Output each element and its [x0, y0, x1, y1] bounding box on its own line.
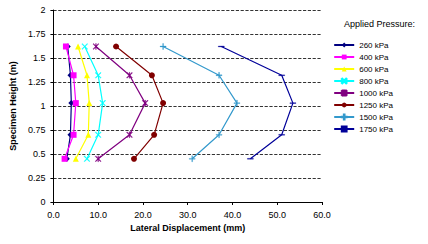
svg-text:1750 kPa: 1750 kPa: [359, 125, 393, 134]
svg-text:2: 2: [40, 5, 45, 15]
svg-text:1.75: 1.75: [28, 29, 46, 39]
svg-text:0.0: 0.0: [47, 210, 60, 220]
svg-text:10.0: 10.0: [89, 210, 107, 220]
svg-text:50.0: 50.0: [268, 210, 286, 220]
svg-text:0.75: 0.75: [28, 125, 46, 135]
svg-text:0.25: 0.25: [28, 173, 46, 183]
svg-text:20.0: 20.0: [134, 210, 152, 220]
svg-text:Lateral Displacement (mm): Lateral Displacement (mm): [130, 223, 245, 233]
svg-text:0: 0: [40, 197, 45, 207]
svg-text:30.0: 30.0: [179, 210, 197, 220]
svg-text:400 kPa: 400 kPa: [359, 53, 389, 62]
svg-text:Applied Pressure:: Applied Pressure:: [344, 19, 415, 29]
svg-text:800 kPa: 800 kPa: [359, 77, 389, 86]
svg-text:0.5: 0.5: [33, 149, 46, 159]
svg-text:1.5: 1.5: [33, 53, 46, 63]
svg-text:260 kPa: 260 kPa: [359, 41, 389, 50]
svg-text:600 kPa: 600 kPa: [359, 65, 389, 74]
svg-text:1250 kPa: 1250 kPa: [359, 101, 393, 110]
svg-text:1.25: 1.25: [28, 77, 46, 87]
svg-text:1: 1: [40, 101, 45, 111]
svg-text:Specimen Height (m): Specimen Height (m): [8, 61, 18, 151]
svg-text:60.0: 60.0: [313, 210, 331, 220]
svg-text:1500 kPa: 1500 kPa: [359, 113, 393, 122]
svg-text:1000 kPa: 1000 kPa: [359, 89, 393, 98]
svg-text:40.0: 40.0: [224, 210, 242, 220]
